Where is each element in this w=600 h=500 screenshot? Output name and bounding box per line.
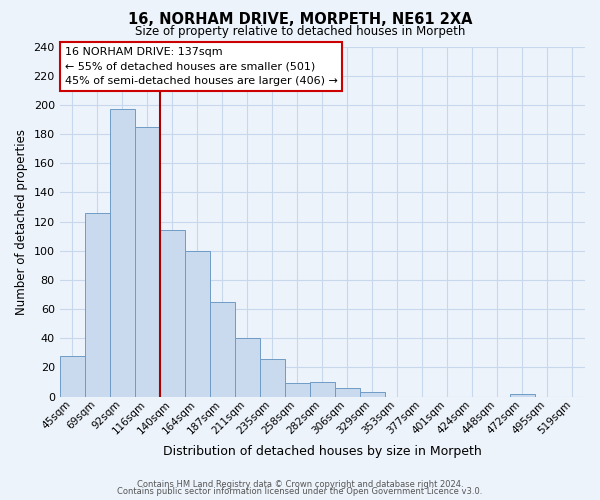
Bar [110,109,135,397]
Bar [160,230,185,396]
Text: Contains HM Land Registry data © Crown copyright and database right 2024.: Contains HM Land Registry data © Crown c… [137,480,463,489]
Text: 16, NORHAM DRIVE, MORPETH, NE61 2XA: 16, NORHAM DRIVE, MORPETH, NE61 2XA [128,12,472,28]
Bar [85,213,110,396]
Bar [360,392,385,396]
X-axis label: Distribution of detached houses by size in Morpeth: Distribution of detached houses by size … [163,444,482,458]
Bar [260,358,285,397]
Bar [510,394,535,396]
Bar [310,382,335,396]
Bar [335,388,360,396]
Bar [185,250,210,396]
Text: Size of property relative to detached houses in Morpeth: Size of property relative to detached ho… [135,25,465,38]
Bar [285,384,310,396]
Bar [235,338,260,396]
Bar [135,126,160,396]
Text: Contains public sector information licensed under the Open Government Licence v3: Contains public sector information licen… [118,487,482,496]
Y-axis label: Number of detached properties: Number of detached properties [15,128,28,314]
Bar [210,302,235,396]
Text: 16 NORHAM DRIVE: 137sqm
← 55% of detached houses are smaller (501)
45% of semi-d: 16 NORHAM DRIVE: 137sqm ← 55% of detache… [65,46,338,86]
Bar [59,356,85,397]
